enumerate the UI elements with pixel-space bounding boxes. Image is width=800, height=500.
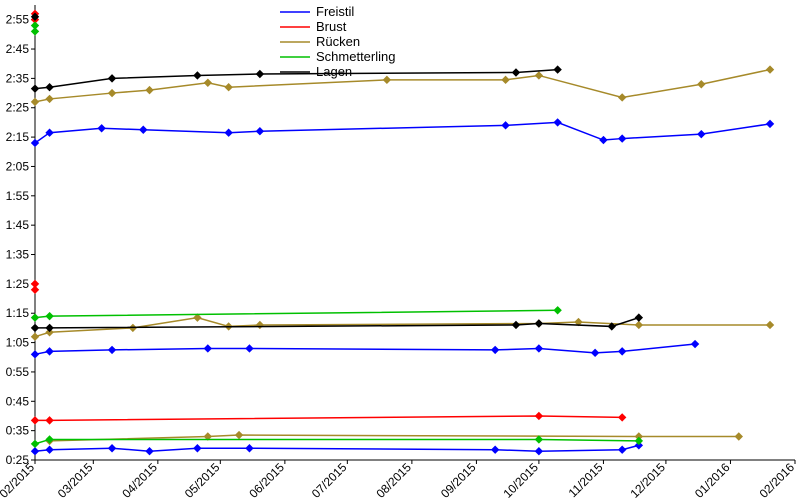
y-tick-label: 1:35 [6,248,30,262]
y-tick-label: 0:45 [6,394,30,408]
y-tick-label: 1:05 [6,336,30,350]
y-tick-label: 1:25 [6,277,30,291]
y-tick-label: 2:05 [6,159,30,173]
y-tick-label: 1:45 [6,218,30,232]
y-tick-label: 2:55 [6,13,30,27]
y-tick-label: 2:25 [6,101,30,115]
legend-label: Brust [316,19,347,34]
y-tick-label: 0:35 [6,424,30,438]
y-tick-label: 1:55 [6,189,30,203]
y-tick-label: 2:45 [6,42,30,56]
y-tick-label: 2:35 [6,71,30,85]
legend-label: Schmetterling [316,49,395,64]
legend-label: Rücken [316,34,360,49]
y-tick-label: 1:15 [6,306,30,320]
legend-label: Lagen [316,64,352,79]
swim-times-chart: 0:250:350:450:551:051:151:251:351:451:55… [0,0,800,500]
legend-label: Freistil [316,4,354,19]
y-tick-label: 0:55 [6,365,30,379]
y-tick-label: 2:15 [6,130,30,144]
